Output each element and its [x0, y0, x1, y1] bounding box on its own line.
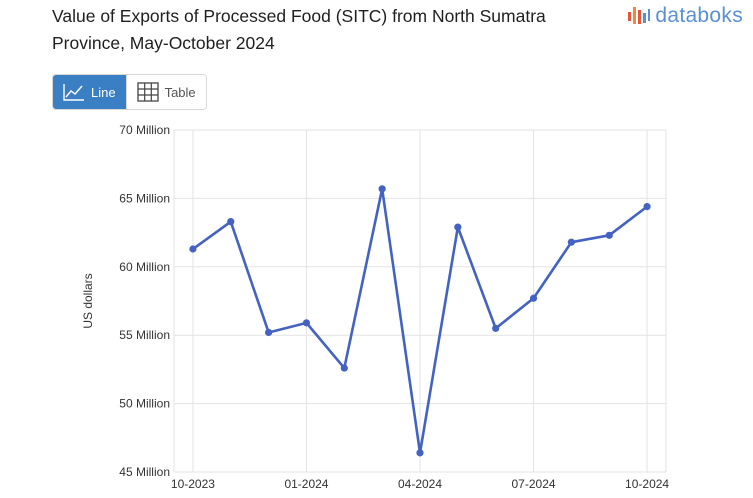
data-point	[529, 294, 538, 302]
brand-name: databoks	[655, 4, 743, 27]
data-point	[605, 231, 613, 239]
x-tick-label: 10-2024	[625, 477, 669, 491]
x-tick-label: 04-2024	[398, 477, 442, 491]
grid-layer	[173, 129, 667, 473]
tab-line[interactable]: Line	[53, 75, 126, 109]
x-tick-label: 10-2023	[171, 477, 215, 491]
data-point	[265, 328, 273, 337]
table-grid-icon	[136, 82, 159, 102]
y-tick-label: 70 Million	[119, 123, 170, 137]
y-axis-label: US dollars	[81, 273, 95, 328]
data-point	[567, 238, 575, 246]
data-point	[416, 449, 424, 457]
data-point	[492, 324, 500, 332]
y-tick-label: 60 Million	[119, 260, 170, 274]
series-layer	[189, 185, 651, 457]
line-chart-icon	[63, 84, 84, 101]
data-point	[454, 223, 462, 231]
databoks-logo-icon	[628, 7, 651, 24]
x-tick-label: 01-2024	[284, 477, 328, 491]
y-tick-label: 45 Million	[119, 465, 170, 479]
data-point	[340, 364, 348, 372]
y-tick-label: 50 Million	[119, 397, 170, 411]
data-point	[378, 185, 386, 193]
data-point	[189, 245, 197, 253]
tab-table[interactable]: Table	[125, 75, 206, 109]
chart-title: Value of Exports of Processed Food (SITC…	[52, 6, 546, 53]
y-tick-label: 55 Million	[119, 328, 170, 342]
data-point	[643, 203, 651, 211]
tab-line-label: Line	[91, 84, 116, 100]
data-point	[227, 218, 235, 226]
axis-layer: 45 Million 50 Million 55 Million 60 Million…	[119, 123, 669, 491]
y-tick-label: 65 Million	[119, 191, 170, 205]
brand-logo[interactable]: databoks	[627, 4, 743, 28]
view-tabs: Line Table	[52, 74, 207, 110]
data-point	[302, 319, 311, 327]
tab-table-label: Table	[164, 84, 196, 100]
x-tick-label: 07-2024	[512, 477, 556, 491]
